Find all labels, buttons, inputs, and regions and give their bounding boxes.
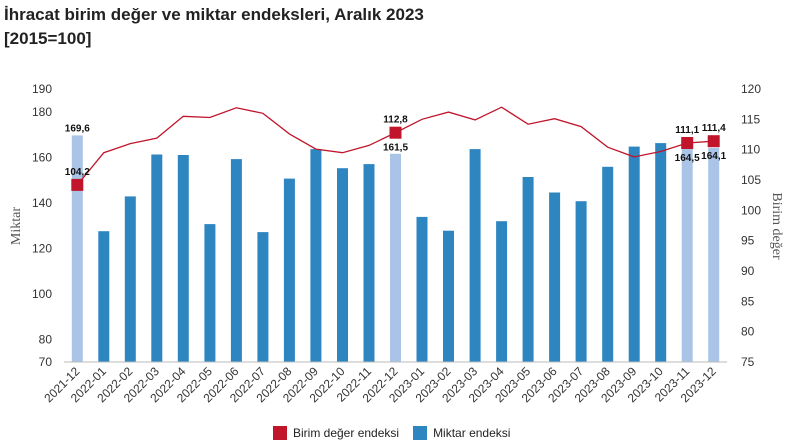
bar-2022-12 — [390, 153, 401, 362]
y2-tick-label: 115 — [741, 112, 760, 126]
y-tick-label: 70 — [39, 355, 53, 369]
bar-2023-09 — [628, 146, 640, 362]
y-tick-label: 180 — [32, 105, 52, 119]
y2-tick-label: 95 — [741, 234, 755, 248]
bar-2023-05 — [522, 177, 534, 362]
bar-2023-07 — [575, 201, 587, 362]
legend-item-quantity: Miktar endeksi — [413, 426, 510, 440]
data-labels: 169,6 104,2 161,5 112,8 164,5 111,1 164,1 111,4 — [65, 115, 727, 178]
bar-2023-03 — [469, 149, 481, 362]
line-marker-2021-12 — [71, 178, 84, 191]
line-series — [71, 106, 720, 191]
legend: Birim değer endeksi Miktar endeksi — [273, 426, 524, 440]
bar-2022-01 — [98, 231, 110, 362]
y2-tick-label: 110 — [741, 143, 760, 157]
y2-tick-label: 90 — [741, 264, 755, 278]
y2-tick-label: 80 — [741, 325, 755, 339]
legend-swatch-unit-value — [273, 426, 287, 440]
bar-2023-08 — [602, 166, 614, 362]
chart-subtitle: [2015=100] — [4, 29, 92, 48]
line-marker-2023-11 — [681, 137, 694, 149]
y2-tick-label: 105 — [741, 173, 761, 187]
bar-2022-09 — [310, 149, 322, 362]
y-tick-label: 120 — [32, 241, 52, 255]
chart-title: İhracat birim değer ve miktar endeksleri… — [4, 5, 424, 24]
bar-2023-02 — [443, 230, 454, 362]
y-tick-label: 80 — [39, 332, 53, 346]
bar-2023-01 — [416, 216, 428, 362]
bar-2022-02 — [124, 196, 136, 362]
y-tick-label: 140 — [32, 196, 52, 210]
y2-tick-label: 120 — [741, 82, 761, 96]
y-tick-label: 160 — [32, 150, 52, 164]
y-axis-title: Miktar — [9, 207, 24, 245]
y2-tick-label: 100 — [741, 203, 761, 217]
bar-2022-07 — [257, 232, 269, 362]
line-data-label: 104,2 — [65, 167, 90, 178]
bar-2021-12 — [71, 135, 83, 362]
line-data-label: 112,8 — [383, 115, 408, 126]
bar-data-label: 164,5 — [675, 153, 700, 164]
bar-2022-11 — [363, 164, 375, 362]
y-tick-label: 190 — [32, 82, 52, 96]
bar-2023-04 — [496, 221, 508, 362]
bar-data-label: 164,1 — [701, 151, 726, 162]
line-marker-2022-12 — [389, 126, 402, 139]
bar-2023-12 — [708, 147, 720, 362]
bar-2023-11 — [681, 147, 693, 362]
y2-tick-label: 85 — [741, 294, 755, 308]
axes: 70 80 100 120 140 160 180 190 75 80 85 90 95 100 105 11… — [9, 82, 784, 405]
bar-series — [71, 135, 720, 362]
y2-tick-label: 75 — [741, 355, 755, 369]
legend-swatch-quantity — [413, 426, 428, 440]
bar-2022-08 — [283, 178, 295, 362]
bar-2022-06 — [230, 159, 242, 362]
bar-2023-10 — [655, 143, 667, 362]
legend-label-quantity: Miktar endeksi — [433, 426, 511, 440]
legend-item-unit-value: Birim değer endeksi — [273, 426, 399, 440]
bar-data-label: 161,5 — [383, 143, 408, 154]
line-data-label: 111,1 — [675, 125, 699, 136]
bar-2023-06 — [549, 192, 561, 362]
line-marker-2023-12 — [707, 135, 720, 148]
y-tick-label: 100 — [32, 287, 52, 301]
bar-data-label: 169,6 — [65, 123, 90, 134]
bar-2022-03 — [151, 154, 163, 362]
line-data-label: 111,4 — [702, 123, 726, 134]
bar-2022-04 — [177, 155, 189, 362]
bar-2022-10 — [337, 168, 348, 362]
legend-label-unit-value: Birim değer endeksi — [293, 426, 400, 440]
bar-2022-05 — [204, 224, 216, 362]
y2-axis-title: Birim değer — [769, 192, 784, 260]
